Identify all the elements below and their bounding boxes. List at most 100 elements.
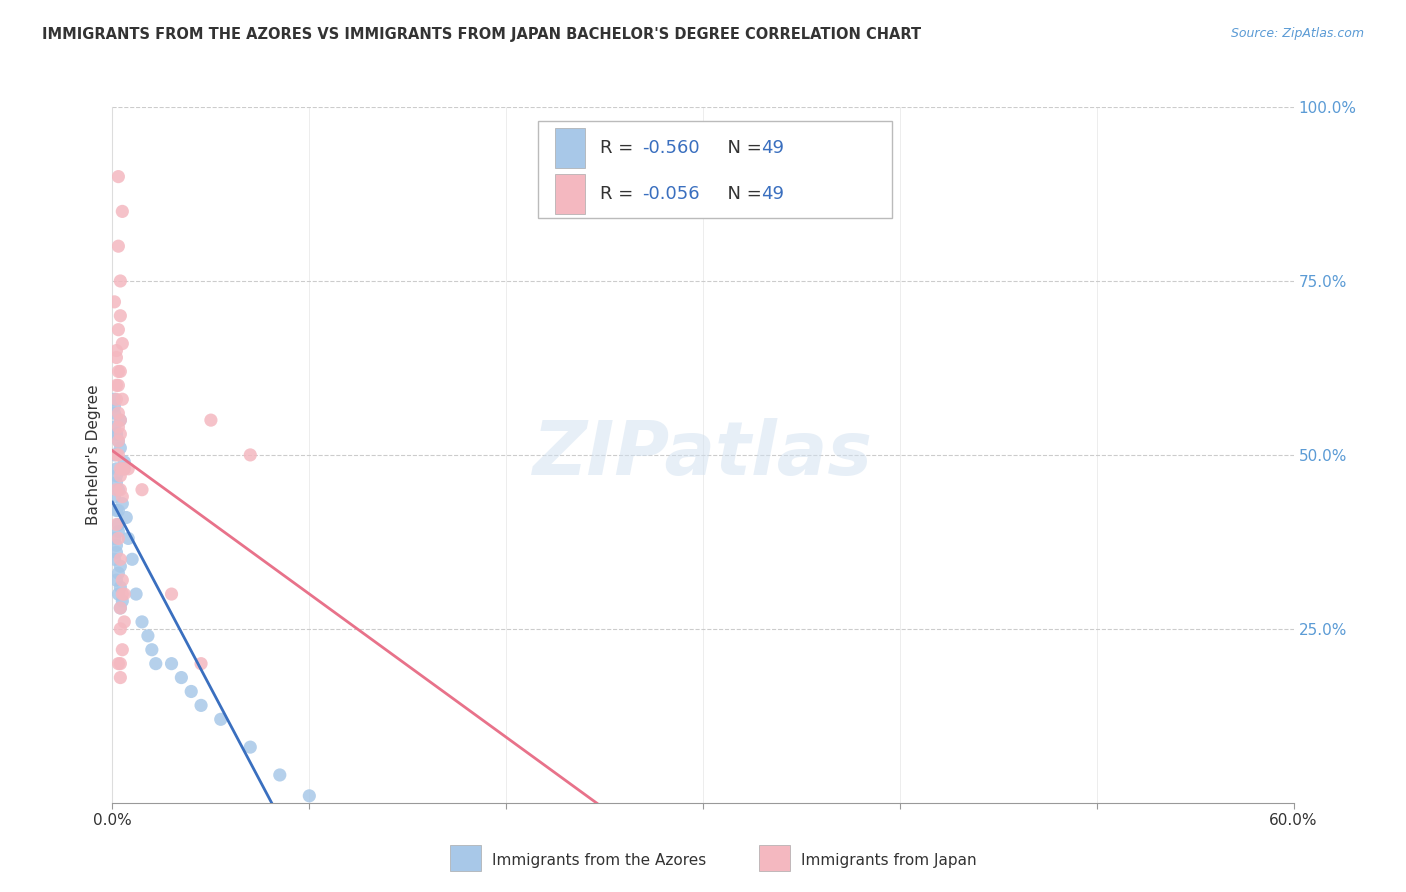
Point [103, 532, 125, 546]
Point [112, 462, 135, 476]
Point [105, 538, 128, 552]
Point [110, 580, 132, 594]
Point [160, 587, 183, 601]
Point [160, 657, 183, 671]
Text: R =: R = [599, 139, 638, 157]
Point [111, 490, 134, 504]
Point [111, 642, 134, 657]
Y-axis label: Bachelor's Degree: Bachelor's Degree [86, 384, 101, 525]
Point [103, 448, 125, 462]
Point [105, 483, 128, 497]
Text: R =: R = [599, 185, 638, 203]
Point [107, 420, 129, 434]
Point [107, 483, 129, 497]
Point [180, 684, 202, 698]
Point [141, 642, 163, 657]
Text: N =: N = [716, 139, 768, 157]
Point [107, 566, 129, 581]
Point [107, 532, 129, 546]
Point [111, 573, 134, 587]
Point [110, 601, 132, 615]
Point [105, 351, 128, 365]
Point [107, 406, 129, 420]
Point [107, 524, 129, 539]
Point [105, 503, 128, 517]
Point [131, 615, 153, 629]
Point [105, 462, 128, 476]
Point [107, 503, 129, 517]
Point [111, 336, 134, 351]
Point [103, 406, 125, 420]
Point [107, 517, 129, 532]
Point [110, 622, 132, 636]
Point [107, 448, 129, 462]
Point [105, 427, 128, 442]
Point [136, 629, 159, 643]
Point [125, 587, 148, 601]
Point [111, 594, 134, 608]
Text: Source: ZipAtlas.com: Source: ZipAtlas.com [1230, 27, 1364, 40]
Point [110, 364, 132, 378]
Point [103, 552, 125, 566]
Point [145, 657, 167, 671]
Point [121, 552, 143, 566]
Point [110, 559, 132, 574]
Point [110, 441, 132, 455]
Point [112, 615, 135, 629]
Point [112, 587, 135, 601]
Point [107, 323, 129, 337]
Point [105, 343, 128, 358]
Text: -0.560: -0.560 [641, 139, 699, 157]
Point [110, 483, 132, 497]
Point [298, 789, 321, 803]
Point [111, 497, 134, 511]
Text: 49: 49 [761, 139, 785, 157]
Point [107, 657, 129, 671]
Point [110, 309, 132, 323]
Point [190, 698, 212, 713]
Point [111, 204, 134, 219]
Point [105, 378, 128, 392]
Text: Immigrants from the Azores: Immigrants from the Azores [492, 854, 706, 868]
Point [131, 483, 153, 497]
Text: Immigrants from Japan: Immigrants from Japan [801, 854, 977, 868]
Point [239, 740, 262, 755]
Point [107, 169, 129, 184]
Point [107, 378, 129, 392]
Point [110, 601, 132, 615]
Point [117, 462, 139, 476]
Point [111, 392, 134, 407]
Point [105, 448, 128, 462]
Point [112, 462, 135, 476]
Point [107, 239, 129, 253]
Point [110, 552, 132, 566]
Point [112, 455, 135, 469]
Point [103, 294, 125, 309]
Point [105, 475, 128, 490]
Point [103, 399, 125, 413]
Text: 49: 49 [761, 185, 785, 203]
Point [103, 490, 125, 504]
Point [105, 517, 128, 532]
Point [105, 468, 128, 483]
Point [105, 545, 128, 559]
Point [103, 420, 125, 434]
Point [110, 274, 132, 288]
Point [103, 392, 125, 407]
Point [105, 392, 128, 407]
Point [110, 657, 132, 671]
Point [111, 587, 134, 601]
Point [110, 413, 132, 427]
Text: IMMIGRANTS FROM THE AZORES VS IMMIGRANTS FROM JAPAN BACHELOR'S DEGREE CORRELATIO: IMMIGRANTS FROM THE AZORES VS IMMIGRANTS… [42, 27, 921, 42]
Point [110, 462, 132, 476]
Point [111, 462, 134, 476]
Point [269, 768, 291, 782]
Point [105, 573, 128, 587]
Point [117, 532, 139, 546]
Point [209, 712, 232, 726]
Point [107, 434, 129, 448]
Text: ZIPatlas: ZIPatlas [533, 418, 873, 491]
Point [110, 427, 132, 442]
Point [200, 413, 222, 427]
Point [170, 671, 193, 685]
